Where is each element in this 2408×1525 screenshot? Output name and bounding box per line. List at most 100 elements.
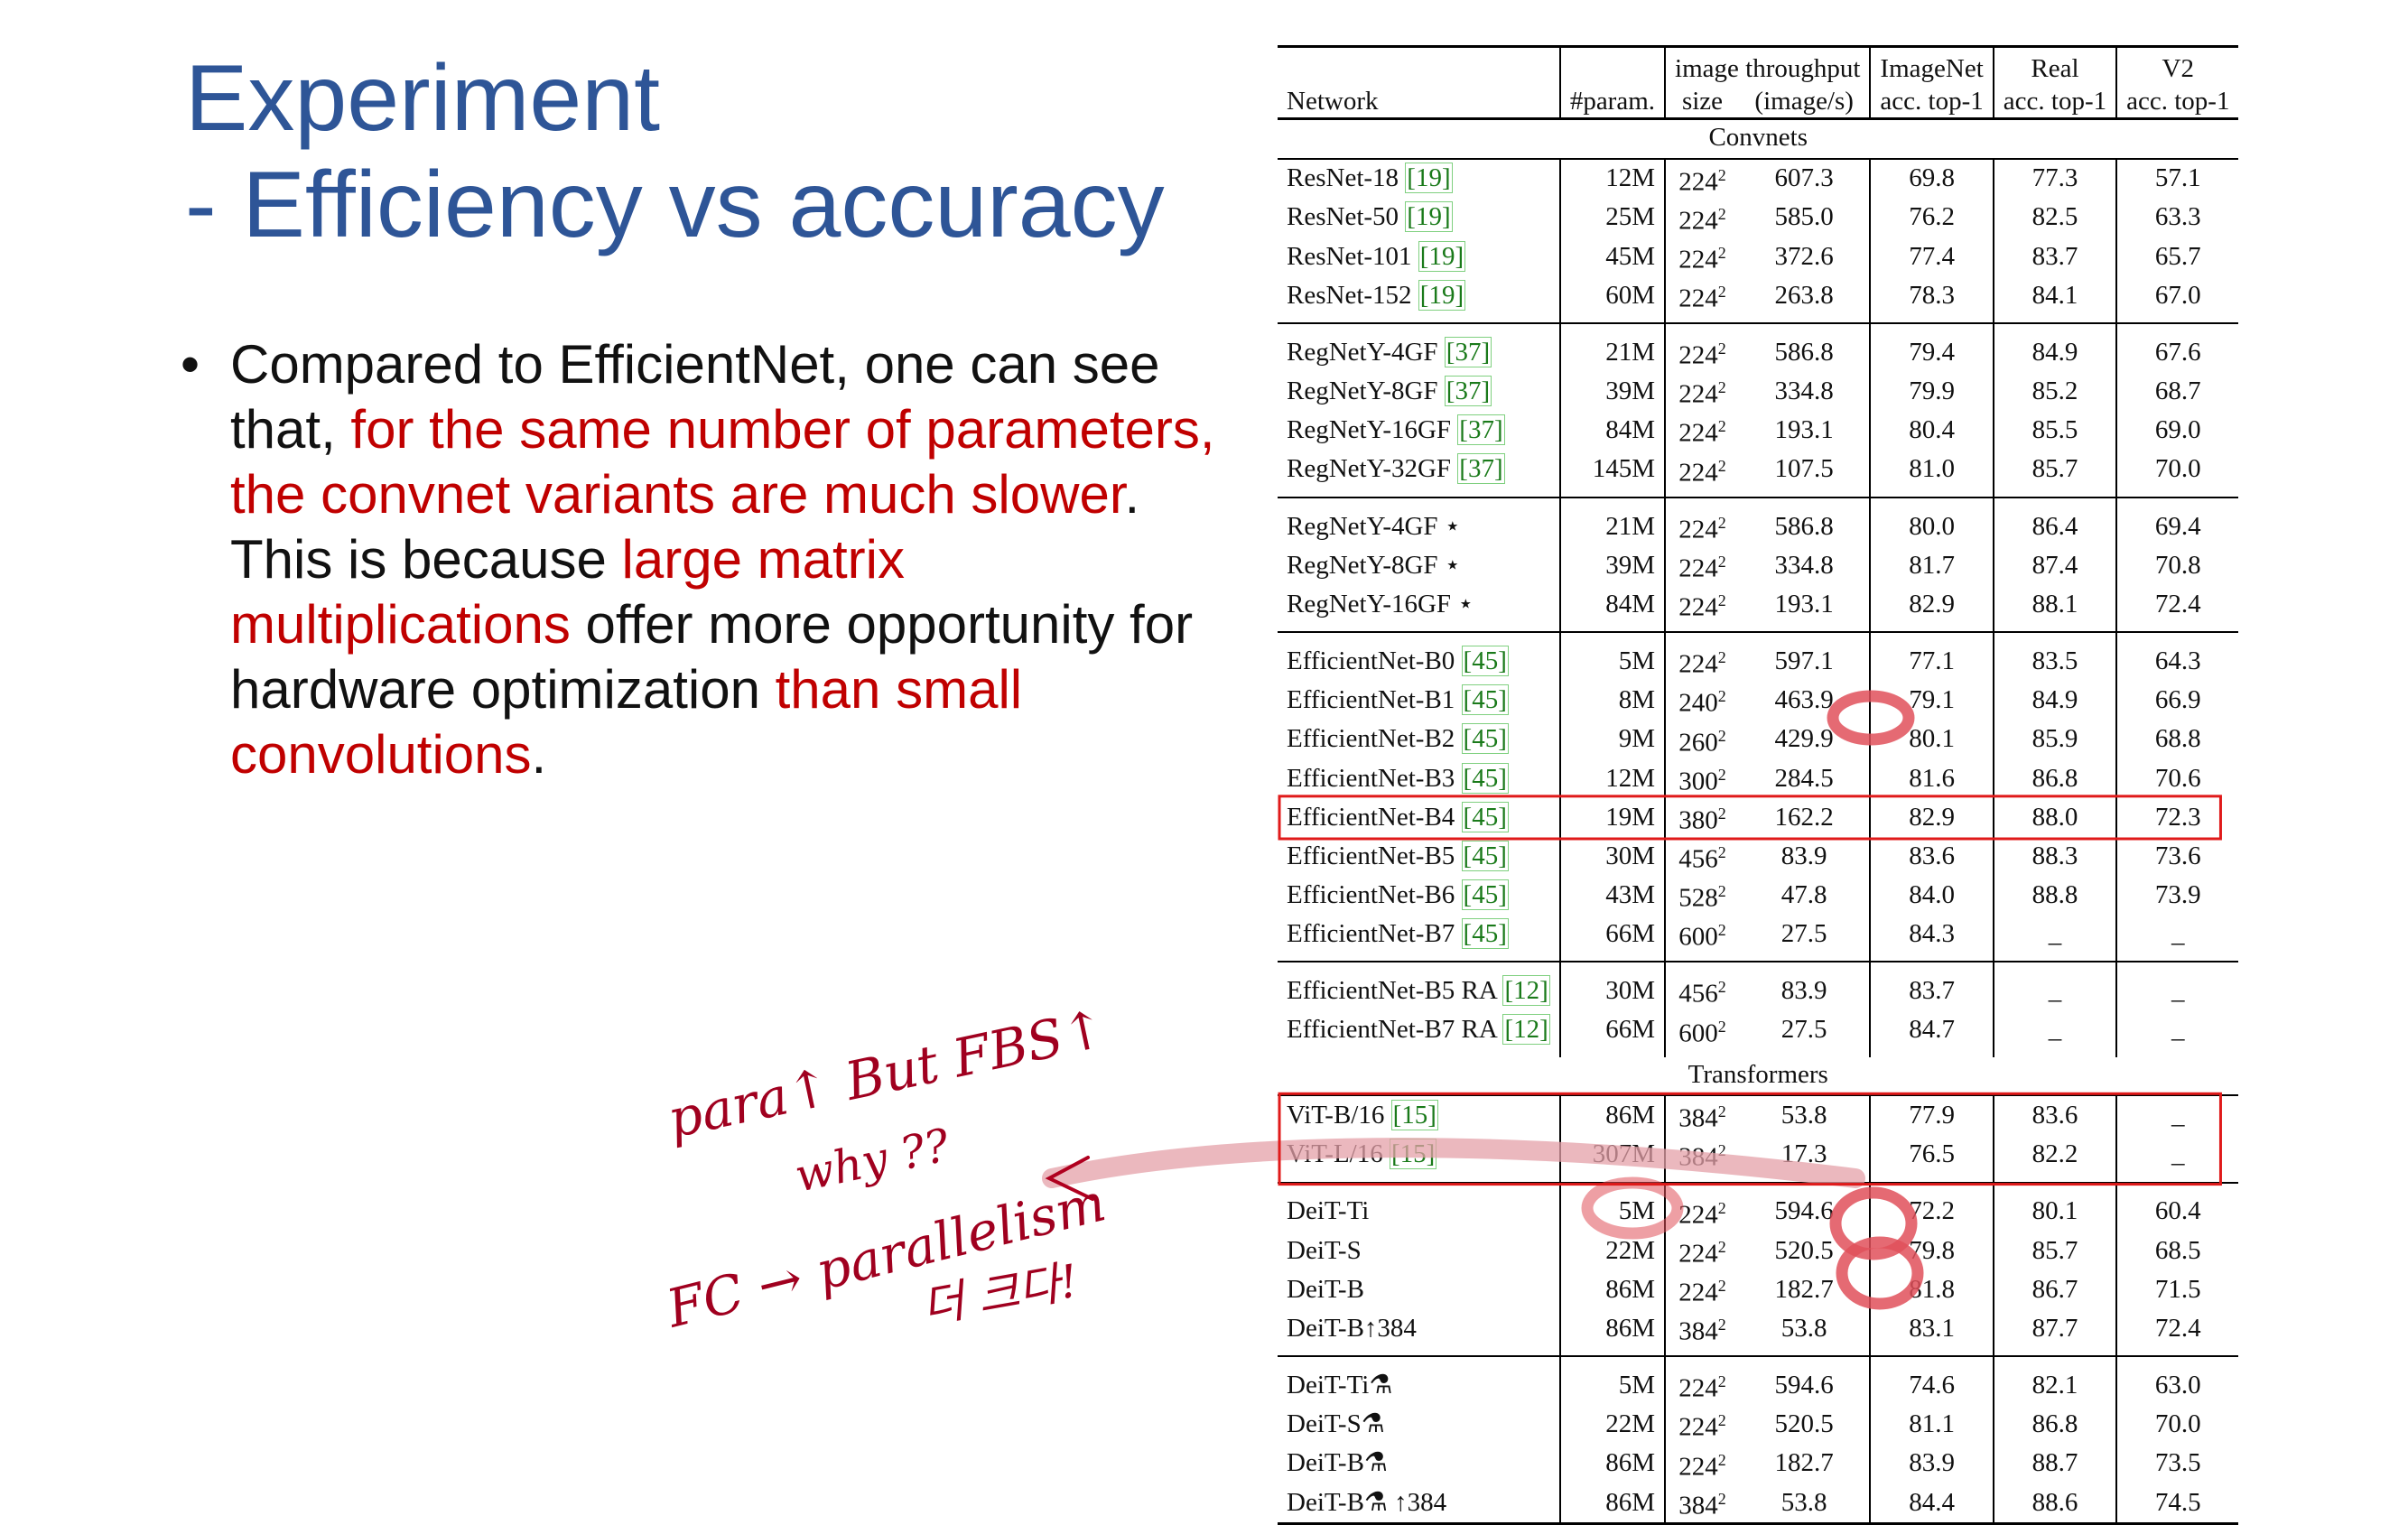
cell-size: 2242 [1665, 159, 1739, 199]
size-exponent: 2 [1717, 282, 1726, 301]
section-header-row: Convnets [1278, 118, 2239, 160]
citation-link[interactable]: [45] [1461, 918, 1509, 950]
bullet-marker: • [181, 334, 200, 395]
cell-param: 21M [1559, 322, 1667, 373]
cell-network: RegNetY-8GF ⋆ [1278, 545, 1561, 586]
size-exponent: 2 [1717, 513, 1726, 532]
cell-network: EfficientNet-B0 [45] [1278, 631, 1561, 682]
cell-size: 2242 [1665, 1270, 1739, 1309]
image-size: 224 [1678, 167, 1718, 197]
table-row: DeiT-B⚗ 86M 2242 182.7 83.9 88.7 73.5 [1278, 1444, 2238, 1483]
citation-link[interactable]: [45] [1461, 879, 1509, 910]
cell-throughput: 53.8 [1738, 1095, 1872, 1136]
size-exponent: 2 [1717, 1450, 1726, 1469]
citation-link[interactable]: [12] [1502, 1014, 1550, 1046]
bullet-text-4: . [531, 724, 547, 785]
cell-real-acc: 83.6 [1993, 1095, 2118, 1136]
header-param: #param. [1559, 85, 1667, 120]
cell-size: 3802 [1665, 798, 1739, 837]
cell-size: 2242 [1665, 372, 1739, 411]
citation-link[interactable]: [45] [1461, 840, 1509, 871]
citation-link[interactable]: [45] [1461, 723, 1509, 755]
size-exponent: 2 [1717, 1141, 1726, 1160]
network-name: RegNetY-8GF ⋆ [1287, 550, 1461, 580]
citation-link[interactable]: [37] [1457, 453, 1505, 485]
citation-link[interactable]: [45] [1461, 762, 1509, 794]
cell-v2-acc: 70.0 [2154, 454, 2201, 484]
table-row: ResNet-50 [19] 25M 2242 585.0 76.2 82.5 63.3 [1278, 198, 2238, 237]
citation-link[interactable]: [19] [1418, 240, 1466, 272]
table-row: RegNetY-4GF ⋆ 21M 2242 586.8 80.0 86.4 69.4 [1278, 496, 2239, 546]
cell-imagenet-acc: 79.9 [1870, 372, 1994, 412]
image-size: 224 [1678, 1413, 1718, 1443]
cell-throughput: 182.7 [1738, 1269, 1872, 1310]
cell-param: 9M [1559, 720, 1667, 759]
cell-throughput: 27.5 [1738, 915, 1872, 962]
citation-link[interactable]: [19] [1405, 201, 1453, 233]
cell-real-acc: 88.8 [1993, 876, 2118, 916]
arrow-head [1045, 1156, 1094, 1201]
cell-param: 86M [1559, 1269, 1667, 1310]
citation-link[interactable]: [12] [1502, 975, 1550, 1007]
annotation-line-3: FC → parallelism [660, 1171, 1111, 1340]
cell-imagenet-acc: 83.6 [1870, 837, 1994, 877]
header-throughput-group: image throughput [1665, 45, 1872, 86]
citation-link[interactable]: [19] [1405, 163, 1453, 194]
cell-real-acc: 88.0 [1993, 797, 2118, 837]
cell-real-acc: 84.9 [1993, 322, 2118, 373]
image-size: 224 [1678, 592, 1718, 622]
citation-link[interactable]: [19] [1418, 279, 1466, 311]
cell-network: DeiT-Ti [1278, 1181, 1561, 1232]
cell-throughput: 334.8 [1738, 545, 1872, 586]
cell-v2-acc: 60.4 [2116, 1181, 2239, 1232]
cell-imagenet-acc: 72.2 [1870, 1181, 1994, 1232]
cell-size: 3842 [1665, 1309, 1739, 1356]
size-exponent: 2 [1717, 1316, 1726, 1334]
cell-real-acc: 85.9 [1993, 720, 2118, 759]
cell-network: EfficientNet-B6 [45] [1278, 876, 1561, 916]
cell-real-acc: 85.5 [1993, 411, 2118, 451]
slide-title: Experiment - Efficiency vs accuracy [185, 45, 1165, 258]
citation-link[interactable]: [37] [1444, 336, 1492, 367]
network-name: RegNetY-16GF [1287, 415, 1452, 445]
citation-link[interactable]: [15] [1390, 1100, 1438, 1131]
table-row: EfficientNet-B5 [45] 30M 4562 83.9 83.6 88.3 7… [1278, 837, 2238, 877]
cell-real-acc: 86.8 [1993, 1405, 2118, 1445]
cell-throughput: 83.9 [1738, 961, 1872, 1011]
cell-size: 2242 [1665, 411, 1739, 450]
citation-link[interactable]: [45] [1461, 646, 1509, 677]
cell-size: 2602 [1665, 721, 1739, 759]
size-exponent: 2 [1717, 378, 1726, 397]
cell-network: DeiT-Ti⚗ [1278, 1355, 1561, 1406]
cell-real-acc: 87.7 [1993, 1309, 2118, 1357]
cell-size: 3842 [1665, 1135, 1739, 1182]
citation-link[interactable]: [15] [1390, 1139, 1437, 1170]
cell-param: 145M [1559, 450, 1667, 497]
table-row: EfficientNet-B2 [45] 9M 2602 429.9 80.1 85.9 6… [1278, 720, 2238, 759]
header-imagenet: ImageNet [1870, 45, 1994, 86]
citation-link[interactable]: [45] [1461, 684, 1509, 716]
size-exponent: 2 [1717, 804, 1726, 823]
cell-param: 66M [1559, 915, 1667, 962]
network-name: EfficientNet-B5 RA [1287, 976, 1497, 1006]
section-header: Transformers [1278, 1056, 2239, 1097]
cell-network: EfficientNet-B5 RA [12] [1278, 961, 1561, 1011]
cell-size: 2242 [1665, 322, 1739, 373]
cell-throughput: 162.2 [1738, 797, 1872, 837]
cell-size: 2242 [1665, 1445, 1739, 1483]
cell-v2-acc: 70.8 [2154, 550, 2201, 580]
cell-imagenet-acc: 82.9 [1870, 797, 1994, 837]
size-exponent: 2 [1717, 204, 1726, 223]
cell-real-acc: 82.5 [1993, 198, 2118, 237]
citation-link[interactable]: [45] [1461, 801, 1509, 832]
citation-link[interactable]: [37] [1444, 376, 1492, 407]
cell-imagenet-acc: 83.7 [1870, 961, 1994, 1011]
cell-param: 5M [1559, 1355, 1667, 1406]
size-exponent: 2 [1717, 1017, 1726, 1036]
cell-size: 4562 [1665, 961, 1739, 1011]
size-exponent: 2 [1717, 726, 1726, 745]
cell-real-acc: 86.8 [1993, 758, 2118, 798]
cell-size: 2402 [1665, 681, 1739, 720]
cell-size: 2242 [1665, 631, 1739, 682]
citation-link[interactable]: [37] [1457, 414, 1505, 446]
